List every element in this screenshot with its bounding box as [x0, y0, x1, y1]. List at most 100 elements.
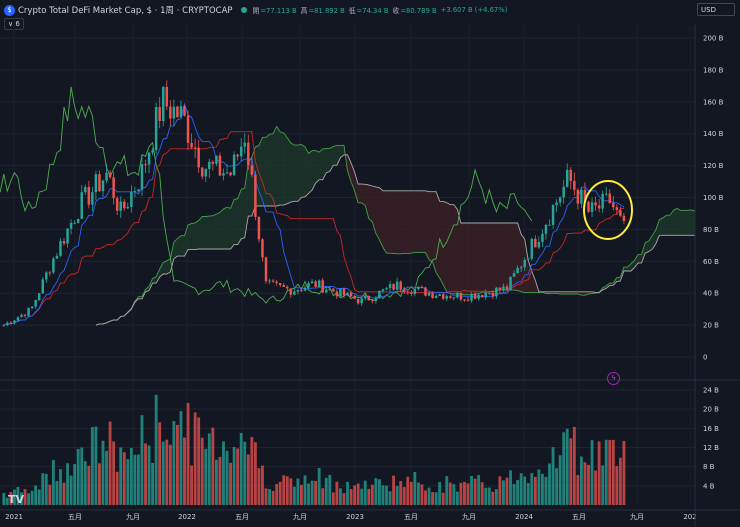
ichimoku-cloud-segment: [294, 145, 298, 202]
volume-bar: [225, 450, 229, 505]
ichimoku-cloud-segment: [659, 217, 663, 236]
ichimoku-cloud-segment: [514, 222, 518, 291]
volume-bar: [541, 473, 544, 505]
ichimoku-cloud-segment: [280, 131, 284, 206]
candle-body: [544, 224, 548, 234]
ichimoku-cloud-segment: [471, 222, 476, 295]
volume-bar: [73, 464, 77, 505]
volume-bar: [395, 486, 399, 505]
volume-bar: [275, 484, 279, 505]
candle-body: [573, 180, 576, 190]
candle-body: [565, 169, 569, 187]
chart-title[interactable]: Crypto Total DeFi Market Cap, $ · 1周 · C…: [18, 6, 233, 16]
ichimoku-cloud-segment: [638, 254, 642, 263]
candle-body: [438, 294, 441, 296]
candle-body: [9, 322, 13, 324]
volume-bar: [261, 465, 264, 505]
ichimoku-cloud-segment: [205, 216, 210, 249]
candle-body: [619, 210, 622, 216]
volume-bar: [243, 441, 247, 505]
volume-bar: [587, 464, 590, 505]
volume-bar: [268, 489, 271, 505]
ichimoku-cloud-segment: [304, 146, 309, 197]
highlight-circle: [583, 180, 633, 240]
volume-bar: [526, 483, 530, 505]
volume-bar: [558, 455, 562, 505]
lightning-icon[interactable]: ϟ: [607, 372, 620, 385]
volume-bar: [597, 441, 601, 505]
candle-body: [363, 296, 367, 299]
candle-body: [395, 281, 399, 290]
candle-body: [144, 164, 147, 166]
time-axis-label: 九月: [462, 512, 476, 521]
ohlc-low: 低=74.34 B: [348, 7, 389, 15]
ichimoku-cloud-segment: [499, 222, 504, 291]
volume-bar: [115, 471, 119, 505]
ichimoku-cloud-segment: [570, 291, 575, 294]
ichimoku-cloud-segment: [453, 204, 458, 294]
ichimoku-cloud-segment: [691, 209, 695, 236]
candle-body: [80, 192, 83, 219]
ichimoku-cloud-segment: [404, 190, 408, 254]
volume-bar: [9, 492, 13, 505]
volume-bar: [601, 465, 605, 505]
ichimoku-cloud-segment: [237, 189, 242, 245]
candle-body: [254, 174, 257, 217]
volume-bar: [324, 477, 328, 505]
volume-bar: [232, 447, 236, 505]
volume-bar: [129, 447, 133, 505]
volume-bar: [55, 481, 59, 505]
candle-body: [41, 279, 44, 294]
candle-body: [229, 172, 232, 176]
candle-body: [208, 161, 211, 169]
volume-bar: [434, 492, 438, 505]
volume-bar: [431, 492, 434, 505]
volume-bar: [519, 473, 523, 505]
ichimoku-cloud-segment: [669, 210, 674, 236]
ichimoku-cloud-segment: [475, 222, 479, 295]
ohlc-high: 高=81.892 B: [300, 7, 345, 15]
candle-body: [537, 241, 541, 248]
ichimoku-cloud-segment: [301, 144, 305, 198]
volume-bar: [211, 427, 215, 505]
volume-bar: [303, 475, 307, 505]
candle-body: [123, 201, 126, 209]
volume-bar: [328, 474, 332, 505]
candle-body: [512, 273, 516, 277]
volume-axis-label: 16 B: [703, 425, 719, 433]
candle-body: [105, 172, 108, 181]
candle-body: [307, 283, 310, 288]
volume-bar: [470, 476, 473, 505]
candle-body: [484, 292, 487, 298]
candle-body: [502, 286, 505, 291]
volume-bar: [80, 447, 84, 505]
ichimoku-cloud-segment: [319, 148, 323, 180]
ichimoku-cloud-segment: [560, 291, 564, 294]
candle-body: [413, 289, 417, 294]
candle-body: [399, 281, 402, 290]
volume-bar: [307, 483, 310, 505]
ichimoku-cloud-segment: [443, 201, 447, 292]
candle-body: [186, 115, 190, 143]
candle-body: [23, 314, 27, 316]
currency-selector[interactable]: USD: [697, 3, 735, 16]
volume-bar: [512, 484, 516, 505]
candle-body: [16, 317, 20, 321]
candle-body: [378, 291, 381, 299]
candle-body: [94, 174, 98, 193]
time-axis-label: 九月: [293, 512, 307, 521]
ichimoku-cloud-segment: [365, 184, 369, 219]
ichimoku-cloud-segment: [645, 241, 649, 254]
candle-body: [519, 267, 523, 269]
volume-bar: [264, 488, 268, 505]
candle-body: [55, 255, 59, 259]
volume-bar: [565, 428, 569, 505]
candle-body: [392, 284, 395, 290]
ichimoku-cloud-segment: [191, 222, 196, 250]
ichimoku-cloud-segment: [397, 190, 401, 254]
volume-bar: [420, 484, 424, 505]
candle-body: [431, 292, 434, 298]
candle-body: [300, 290, 303, 292]
candle-body: [215, 155, 218, 164]
